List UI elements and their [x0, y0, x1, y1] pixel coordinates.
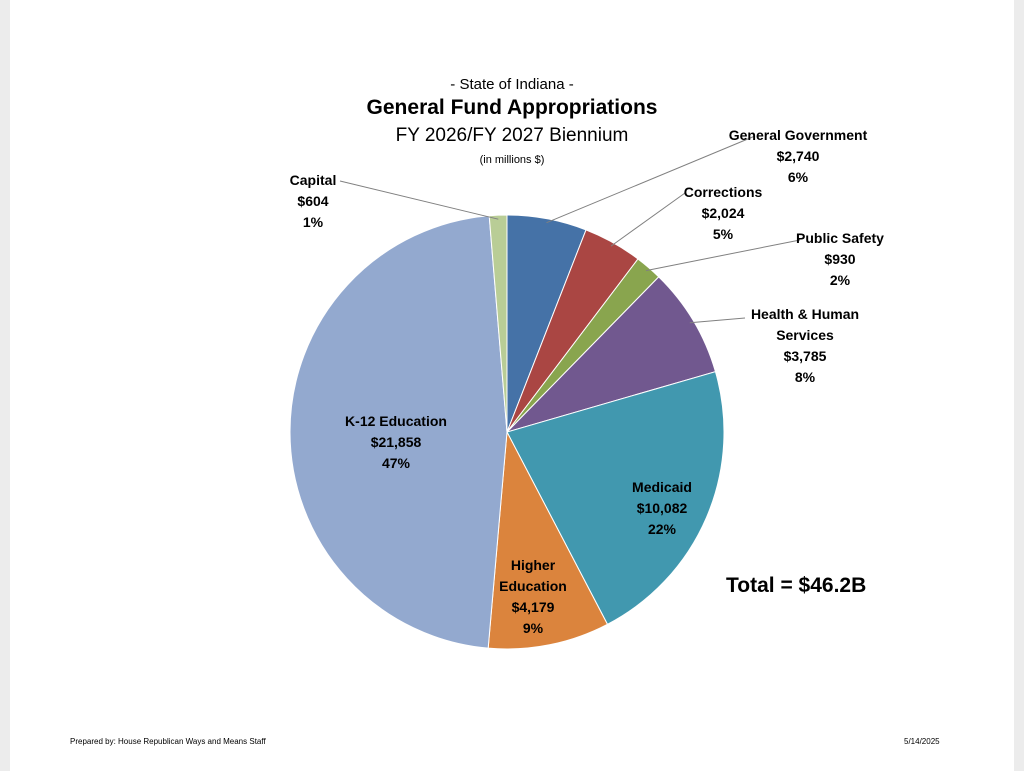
slice-capital [488, 214, 508, 433]
slice-higher-education [487, 430, 609, 650]
slice-k-12-education [289, 215, 508, 649]
slice-medicaid [506, 371, 725, 626]
label-k12-education-pct: 47% [381, 455, 411, 471]
chart-pretitle: - State of Indiana - [450, 76, 574, 93]
label-higher-education-value: $4,179 [511, 599, 555, 615]
label-public-safety: Public Safety $930 2% [785, 228, 895, 291]
chart-units: (in millions $) [479, 154, 545, 166]
label-health-value: $3,785 [783, 348, 827, 364]
label-higher-education: Higher Education $4,179 9% [483, 555, 583, 639]
leader-line-corrections [610, 192, 686, 247]
label-k12-education-value: $21,858 [370, 434, 422, 450]
label-public-safety-value: $930 [824, 251, 856, 267]
label-capital: Capital $604 1% [283, 170, 343, 233]
label-health-human-services: Health & Human Services $3,785 8% [735, 304, 875, 388]
label-corrections-pct: 5% [712, 226, 734, 242]
label-capital-name: Capital [289, 172, 337, 188]
label-public-safety-pct: 2% [829, 272, 851, 288]
label-medicaid-name: Medicaid [632, 479, 692, 495]
label-health-pct: 8% [794, 369, 816, 385]
label-general-government-pct: 6% [787, 169, 809, 185]
label-corrections-name: Corrections [683, 184, 763, 200]
label-health-name-line1: Health & Human [750, 306, 860, 322]
label-k12-education-name: K-12 Education [345, 413, 447, 429]
chart-page: - State of Indiana - General Fund Approp… [10, 0, 1014, 771]
leader-line-general-government [546, 135, 756, 224]
label-public-safety-name: Public Safety [796, 230, 884, 246]
leader-line-public-safety [645, 239, 801, 272]
pie-chart [289, 135, 801, 650]
label-health-name-line2: Services [776, 327, 834, 343]
slice-health-and-human-services [505, 276, 717, 434]
chart-subtitle: FY 2026/FY 2027 Biennium [395, 125, 629, 146]
leader-line-health-and-human-services [689, 317, 746, 324]
footer-prepared-by: Prepared by: House Republican Ways and M… [70, 737, 266, 746]
label-capital-pct: 1% [302, 214, 324, 230]
total-label: Total = $46.2B [726, 574, 867, 597]
label-higher-education-name-line2: Education [499, 578, 567, 594]
label-corrections: Corrections $2,024 5% [673, 182, 773, 245]
label-general-government: General Government $2,740 6% [728, 125, 868, 188]
label-corrections-value: $2,024 [701, 205, 745, 221]
label-general-government-name: General Government [728, 127, 868, 143]
label-medicaid-value: $10,082 [636, 500, 688, 516]
label-k12-education: K-12 Education $21,858 47% [326, 411, 466, 474]
label-capital-value: $604 [297, 193, 329, 209]
label-higher-education-name-line1: Higher [510, 557, 556, 573]
footer-date: 5/14/2025 [904, 737, 940, 746]
label-medicaid: Medicaid $10,082 22% [612, 477, 712, 540]
chart-title: General Fund Appropriations [366, 96, 658, 119]
leader-line-capital [339, 180, 499, 220]
label-higher-education-pct: 9% [522, 620, 544, 636]
label-general-government-value: $2,740 [776, 148, 820, 164]
label-medicaid-pct: 22% [647, 521, 677, 537]
